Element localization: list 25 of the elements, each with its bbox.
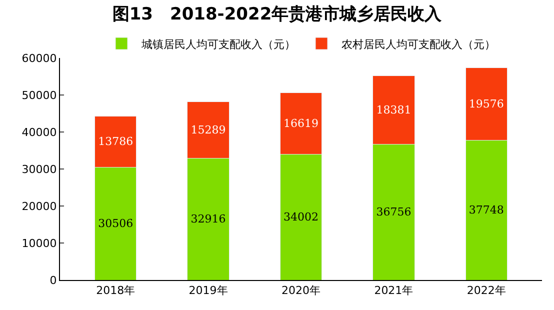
x-tick-label: 2020年 [282,284,320,298]
data-label: 16619 [284,116,318,130]
x-tick-label: 2019年 [188,284,228,298]
y-tick-label: 20000 [22,200,57,213]
x-tick-label: 2021年 [374,284,414,298]
data-label: 34002 [284,210,318,224]
legend-label: 城镇居民人均可支配收入（元） [140,38,296,51]
data-label: 36756 [376,206,412,218]
y-tick-label: 60000 [22,52,57,65]
data-label: 37748 [468,204,504,217]
y-tick-label: 10000 [22,236,57,250]
chart-title: 图13 2018-2022年贵港市城乡居民收入 [112,4,443,25]
x-tick-label: 2022年 [466,284,506,298]
y-tick-label: 0 [50,274,57,287]
data-label: 32916 [190,212,226,226]
legend-label: 农村居民人均可支配收入（元） [342,38,496,51]
y-tick-label: 30000 [22,162,57,176]
data-label: 13786 [98,135,134,148]
y-tick-label: 40000 [22,126,57,139]
data-label: 18381 [376,103,412,116]
y-tick-label: 50000 [22,88,57,102]
data-label: 15289 [190,123,226,136]
data-label: 19576 [468,98,504,111]
data-label: 30506 [98,217,134,230]
x-tick-label: 2018年 [96,284,136,298]
